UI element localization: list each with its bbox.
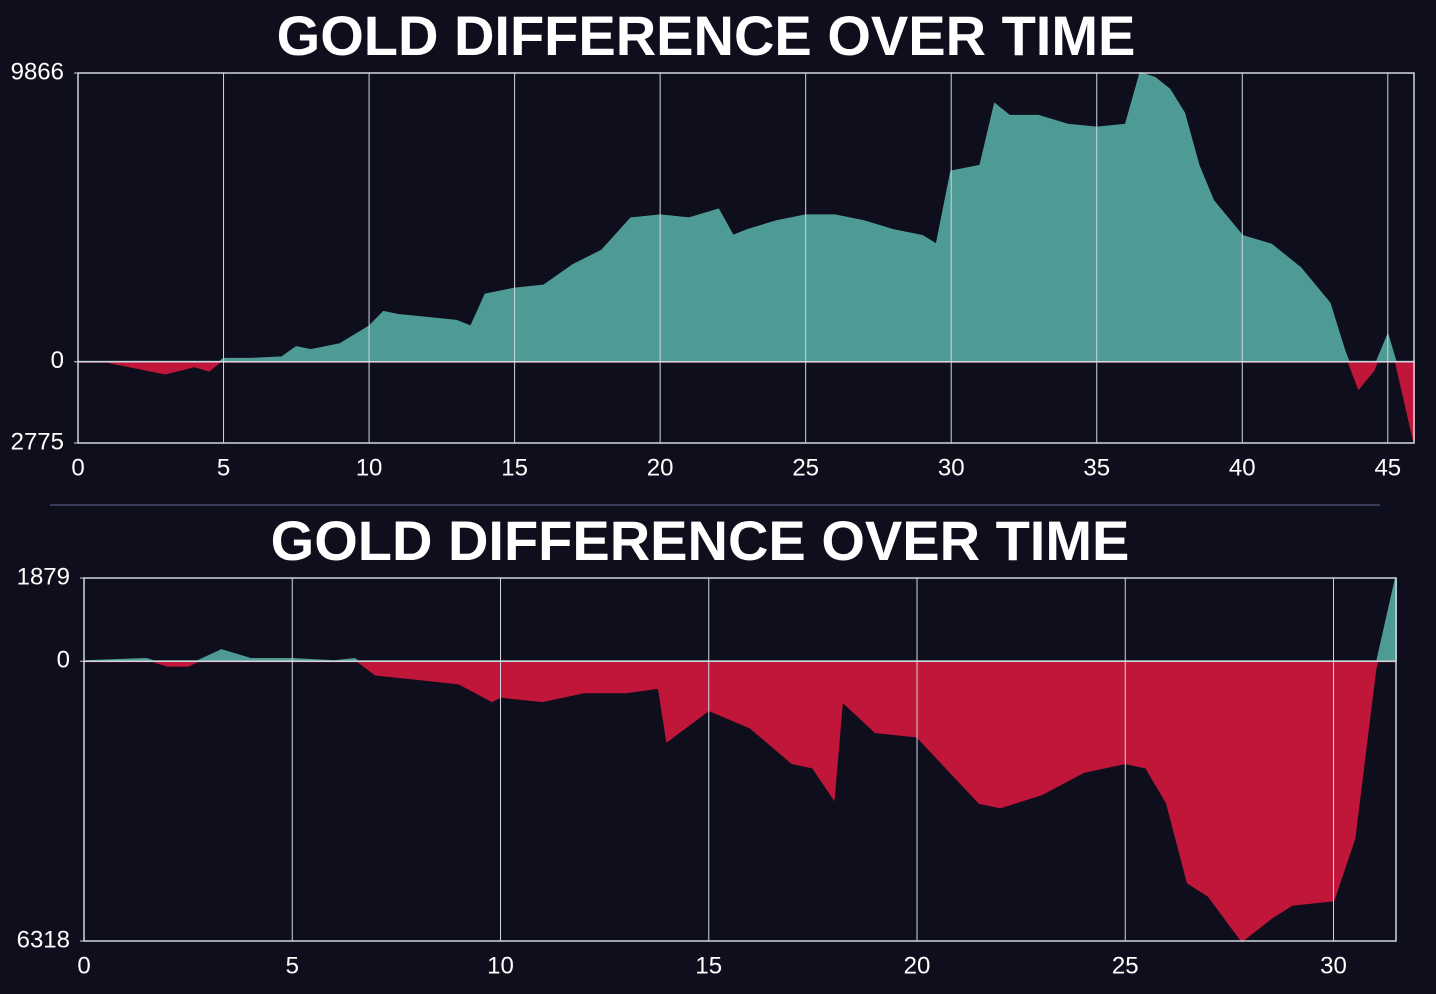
x-tick-label: 30 <box>938 454 965 481</box>
chart-title: GOLD DIFFERENCE OVER TIME <box>277 4 1136 67</box>
x-tick-label: 5 <box>217 454 230 481</box>
x-tick-label: 25 <box>792 454 819 481</box>
x-tick-label: 20 <box>647 454 674 481</box>
x-tick-label: 45 <box>1374 454 1401 481</box>
x-tick-label: 10 <box>487 952 514 979</box>
y-tick-label: 9866 <box>11 58 64 85</box>
x-tick-label: 10 <box>356 454 383 481</box>
y-tick-label: 2775 <box>11 428 64 455</box>
x-tick-label: 30 <box>1320 952 1347 979</box>
x-tick-label: 15 <box>501 454 528 481</box>
plot-frame <box>83 577 1397 942</box>
x-tick-label: 20 <box>904 952 931 979</box>
x-tick-label: 35 <box>1083 454 1110 481</box>
y-tick-label: 6318 <box>17 926 70 953</box>
x-tick-label: 25 <box>1112 952 1139 979</box>
x-tick-label: 5 <box>286 952 299 979</box>
x-tick-label: 0 <box>77 952 90 979</box>
plot-frame <box>77 72 1415 444</box>
y-tick-label: 0 <box>51 347 64 374</box>
y-tick-label: 1879 <box>17 563 70 590</box>
x-tick-label: 15 <box>695 952 722 979</box>
area <box>83 577 1397 943</box>
x-tick-label: 0 <box>71 454 84 481</box>
area <box>78 71 1415 442</box>
y-tick-label: 0 <box>57 647 70 674</box>
chart-title: GOLD DIFFERENCE OVER TIME <box>271 509 1130 572</box>
x-tick-label: 40 <box>1229 454 1256 481</box>
